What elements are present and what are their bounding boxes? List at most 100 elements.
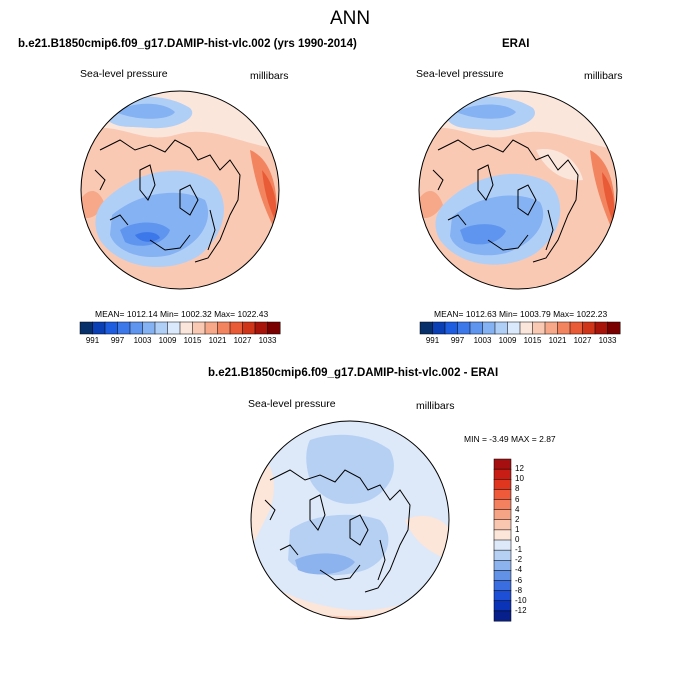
panel1-colorbar-tick-label: 997 [110, 336, 125, 345]
panel1-contour [115, 103, 175, 119]
panel3-colorbar-tick-label: 10 [515, 474, 524, 484]
panel2-colorbar-tick-label: 1027 [573, 336, 592, 345]
panel3-colorbar-tick-label: -1 [515, 545, 523, 555]
panel1-colorbar-tick-label: 991 [85, 336, 100, 345]
panel1-colorbar-tick-label: 1027 [233, 336, 252, 345]
panel2-colorbar-cell [419, 321, 433, 335]
panel1-colorbar-cell [92, 321, 106, 335]
panel1-contour [250, 150, 277, 230]
panel1-colorbar-cell [154, 321, 168, 335]
panel1-colorbar-tick-label: 1021 [208, 336, 227, 345]
panel3-colorbar-tick-label: 1 [515, 524, 520, 534]
panel3-stats: MIN = -3.49 MAX = 2.87 [464, 434, 556, 444]
panel3-colorbar-tick-label: 0 [515, 535, 520, 544]
panel1-colorbar-cell [217, 321, 231, 335]
panel1-contour [262, 170, 277, 220]
panel2-colorbar-tick-label: 997 [450, 336, 465, 345]
panel3-colorbar-cell [493, 519, 512, 531]
panel2-colorbar-tick-label: 1009 [498, 336, 517, 345]
panel3-colorbar-cell [493, 529, 512, 541]
panel3-colorbar-cell [493, 610, 512, 622]
panel2-units-label: millibars [584, 70, 623, 82]
panel1-colorbar-cell [192, 321, 206, 335]
panel1-colorbar-cell [117, 321, 131, 335]
panel3-colorbar [493, 458, 512, 622]
panel3-colorbar-tick-label: -2 [515, 555, 523, 565]
panel2-colorbar-cell [582, 321, 596, 335]
panel3-colorbar-tick-label: -6 [515, 575, 523, 585]
panel3-variable-label: Sea-level pressure [248, 398, 336, 410]
panel3-colorbar-cell [493, 600, 512, 612]
panel3-colorbar-tick-label: 2 [515, 514, 520, 524]
panel2-colorbar [419, 321, 621, 335]
panel3-colorbar-cell [493, 560, 512, 571]
panel2-colorbar-cell [507, 321, 521, 335]
panel2-colorbar-cell [569, 321, 583, 335]
panel2-map [418, 90, 618, 290]
panel1-contour [135, 232, 160, 242]
panel1-colorbar-cell [204, 321, 218, 335]
panel1-map [80, 90, 280, 290]
panel2-colorbar-cell [469, 321, 483, 335]
panel2-colorbar-tick-label: 991 [425, 336, 440, 345]
figure-title: ANN [329, 8, 371, 29]
panel3-contour [405, 515, 449, 560]
panel3-colorbar-cell [493, 539, 512, 551]
panel1-colorbar-tick-label: 1009 [158, 336, 177, 345]
panel2-contour [419, 191, 443, 218]
panel2-colorbar-cell [444, 321, 458, 335]
panel3-units-label: millibars [416, 400, 455, 412]
panel2-colorbar-tick-label: 1003 [473, 336, 492, 345]
panel3-colorbar-tick-label: 12 [515, 464, 524, 474]
panel2-colorbar-tick-label: 1033 [598, 336, 617, 345]
panel2-coastline [432, 139, 579, 263]
panel3-colorbar-cell [493, 549, 512, 561]
panel1-colorbar-cell [229, 321, 243, 335]
panel3-colorbar-cell [493, 458, 512, 470]
panel1-title: b.e21.B1850cmip6.f09_g17.DAMIP-hist-vlc.… [18, 38, 357, 50]
panel1-colorbar-tick-label: 1015 [183, 336, 202, 345]
panel2-contour [536, 149, 583, 181]
panel3-contour [330, 463, 370, 489]
panel1-coastline [94, 139, 241, 263]
panel1-colorbar-cell [104, 321, 118, 335]
panel1-variable-label: Sea-level pressure [80, 68, 168, 80]
panel3-colorbar-tick-label: -10 [515, 595, 527, 605]
panel1-stats: MEAN= 1012.14 Min= 1002.32 Max= 1022.43 [95, 309, 269, 319]
panel3-title: b.e21.B1850cmip6.f09_g17.DAMIP-hist-vlc.… [208, 367, 499, 379]
panel1-colorbar-tick-label: 1003 [133, 336, 152, 345]
panel2-colorbar-cell [482, 321, 496, 335]
panel3-colorbar-tick-label: 8 [515, 484, 520, 494]
panel2-contour [602, 172, 615, 222]
panel1-colorbar-cell [167, 321, 181, 335]
panel2-variable-label: Sea-level pressure [416, 68, 504, 80]
panel2-colorbar-cell [532, 321, 546, 335]
panel3-colorbar-cell [493, 590, 512, 602]
panel2-contour [456, 104, 516, 119]
panel1-colorbar [79, 321, 281, 335]
panel2-contour [590, 150, 615, 232]
panel3-map [250, 420, 450, 620]
panel1-units-label: millibars [250, 70, 289, 82]
panel3-colorbar-tick-label: 6 [515, 494, 520, 504]
panel3-colorbar-cell [493, 509, 512, 521]
panel1-colorbar-cell [179, 321, 193, 335]
panel3-colorbar-tick-label: 4 [515, 504, 520, 514]
panel2-colorbar-cell [457, 321, 471, 335]
panel1-colorbar-cell [129, 321, 143, 335]
panel1-colorbar-cell [267, 321, 281, 335]
panel2-title: ERAI [502, 38, 530, 50]
panel3-colorbar-cell [493, 580, 512, 592]
panel3-colorbar-cell [493, 499, 512, 511]
panel1-colorbar-cell [79, 321, 93, 335]
panel3-colorbar-tick-label: -12 [515, 605, 527, 615]
panel3-contour [295, 553, 355, 575]
panel2-colorbar-tick-label: 1021 [548, 336, 567, 345]
panel1-colorbar-tick-label: 1033 [258, 336, 277, 345]
panel2-colorbar-cell [544, 321, 558, 335]
panel2-colorbar-cell [494, 321, 508, 335]
panel3-colorbar-cell [493, 489, 512, 500]
panel2-colorbar-cell [594, 321, 608, 335]
panel3-colorbar-cell [493, 479, 512, 490]
panel2-contour [460, 224, 506, 245]
